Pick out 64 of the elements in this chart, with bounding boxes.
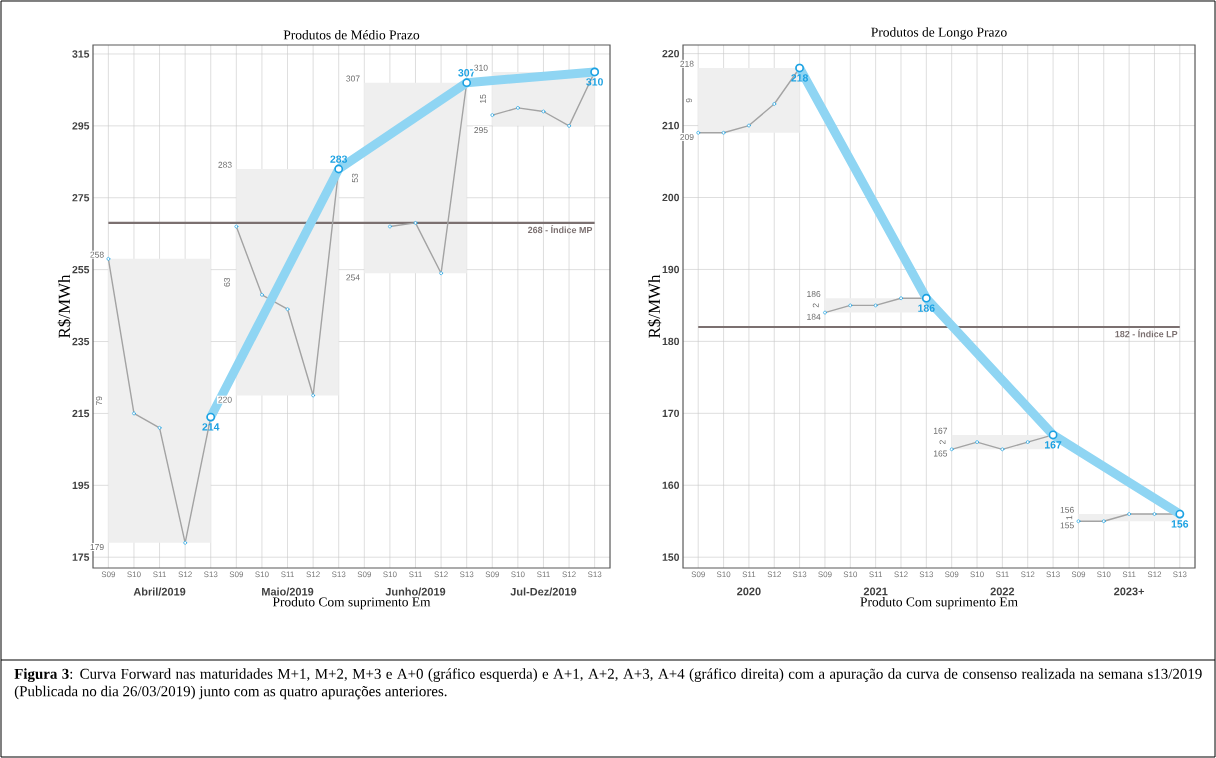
- annotation: 9: [685, 98, 692, 103]
- annotation: 209: [680, 133, 694, 140]
- text: Jul-Dez/2019: [510, 587, 577, 596]
- annotation: 155: [1060, 522, 1074, 529]
- annotation: 310: [474, 64, 488, 71]
- annotation: 186: [807, 291, 821, 298]
- ref-line-label: 182 - Índice LP: [1115, 329, 1178, 338]
- chart-title: Produtos de Médio Prazo: [283, 30, 420, 40]
- data-label: 186: [918, 304, 935, 312]
- y-tick-label: 255: [72, 265, 90, 274]
- data-label: 310: [586, 78, 603, 86]
- y-tick-label: 215: [72, 409, 90, 418]
- annotation: 63: [224, 277, 231, 287]
- data-label: 214: [202, 423, 220, 431]
- y-tick-label: 195: [72, 481, 90, 490]
- y-tick-label: 190: [662, 265, 680, 274]
- annotation: 218: [680, 60, 694, 67]
- annotation: 165: [933, 450, 948, 457]
- y-tick-label: 235: [72, 337, 90, 346]
- chart-title: Produtos de Longo Prazo: [871, 27, 1007, 40]
- annotation: 295: [474, 127, 488, 134]
- x-axis-title: Produto Com suprimento Em: [272, 597, 431, 610]
- annotation: 1: [1066, 515, 1073, 520]
- text: Maio/2019: [262, 587, 314, 596]
- text: 2021: [863, 587, 888, 596]
- ref-line-label: 268 - Índice MP: [527, 225, 593, 234]
- annotation: 2: [939, 440, 946, 445]
- text: 2020: [737, 587, 761, 596]
- text: Figura 3: Curva Forward nas maturidades M+1, M+2, M+3 e A+0 (gráfico esquerda) e A+1, A+2, A+3, A+4 (gráfico direita) com a apuração da curva de consenso realizada na semana s13/2019 (Publicada no dia 26/03/2019) junto com as quatro apurações anteriores.: [14, 668, 1202, 700]
- annotation: 283: [218, 161, 232, 168]
- y-axis-title: R$/MWh: [647, 274, 662, 338]
- text: Abril/2019: [133, 587, 186, 596]
- y-tick-label: 295: [72, 122, 90, 130]
- annotation: 220: [218, 396, 232, 403]
- data-label: 156: [1171, 520, 1189, 528]
- y-tick-label: 210: [662, 121, 680, 130]
- text: 2023+: [1114, 587, 1145, 596]
- y-tick-label: 315: [72, 50, 90, 58]
- data-label: 218: [791, 74, 808, 82]
- y-tick-label: 220: [662, 49, 680, 58]
- annotation: 156: [1060, 506, 1074, 513]
- annotation: 179: [90, 544, 104, 551]
- y-tick-label: 170: [662, 409, 680, 418]
- annotation: 15: [480, 94, 486, 103]
- data-label: 283: [330, 155, 348, 163]
- annotation: 2: [812, 303, 819, 308]
- y-tick-label: 275: [72, 194, 90, 202]
- y-tick-label: 180: [662, 337, 680, 346]
- annotation: 258: [90, 251, 104, 258]
- annotation: 184: [807, 313, 821, 320]
- data-label: 167: [1045, 441, 1062, 449]
- annotation: 307: [346, 75, 360, 82]
- x-axis-title: Produto Com suprimento Em: [860, 597, 1018, 610]
- annotation: 53: [351, 173, 358, 183]
- annotation: 79: [96, 396, 103, 406]
- text: 2022: [990, 587, 1015, 596]
- y-axis-title: R$/MWh: [57, 274, 72, 338]
- text: Junho/2019: [385, 587, 446, 596]
- y-tick-label: 150: [662, 553, 680, 561]
- annotation: 254: [346, 274, 360, 281]
- y-tick-label: 160: [662, 481, 680, 489]
- y-tick-label: 200: [662, 193, 680, 202]
- y-tick-label: 175: [72, 553, 90, 561]
- annotation: 167: [933, 427, 948, 434]
